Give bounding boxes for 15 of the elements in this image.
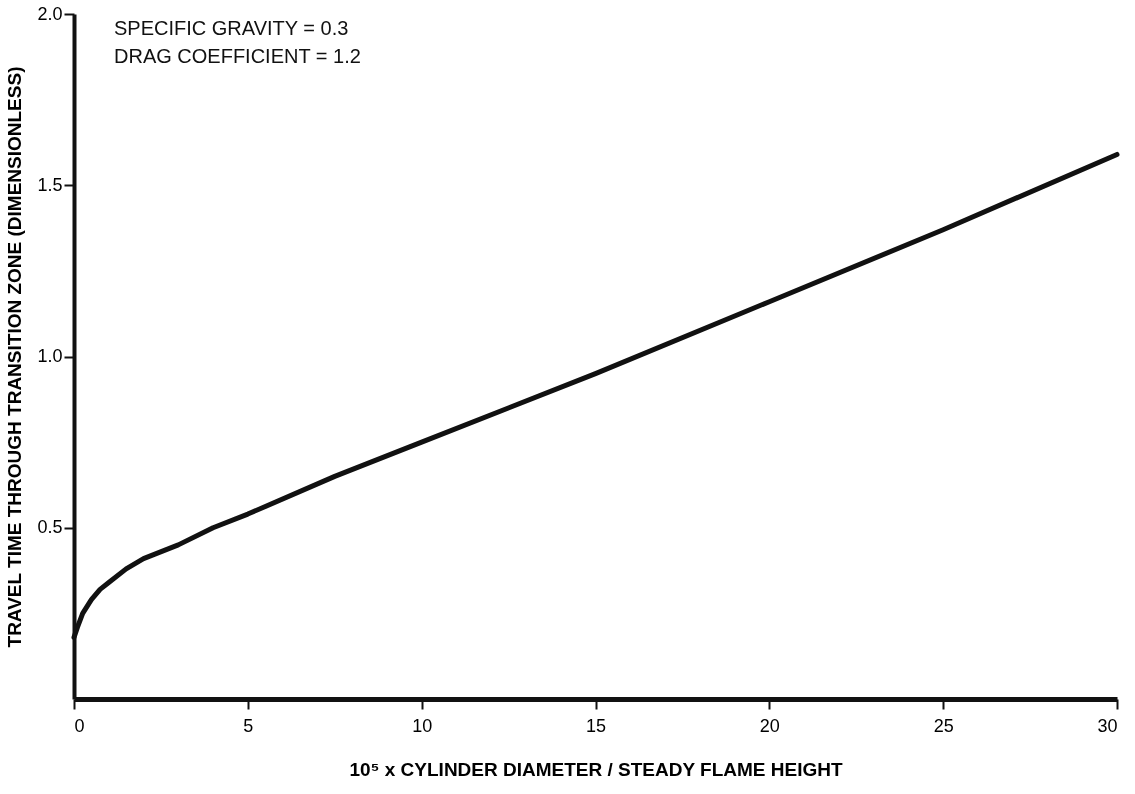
annotation: DRAG COEFFICIENT = 1.2 [114, 45, 361, 67]
x-tick-label: 20 [759, 715, 780, 736]
x-axis-title: 10⁵ x CYLINDER DIAMETER / STEADY FLAME HEIGHT [349, 758, 843, 780]
x-tick-label: 0 [74, 715, 85, 736]
x-tick-label: 30 [1097, 715, 1118, 736]
y-tick-label: 0.5 [37, 517, 63, 538]
x-tick-label: 25 [933, 715, 954, 736]
y-tick-label: 2.0 [37, 3, 63, 24]
annotation: SPECIFIC GRAVITY = 0.3 [114, 17, 349, 39]
y-axis-title: TRAVEL TIME THROUGH TRANSITION ZONE (DIMENSIONLESS) [4, 66, 26, 648]
y-tick-label: 1.0 [37, 346, 63, 366]
y-tick-label: 1.5 [37, 174, 63, 195]
x-tick-label: 15 [585, 715, 607, 736]
x-tick-label: 10 [412, 715, 433, 736]
x-tick-label: 5 [243, 715, 254, 736]
